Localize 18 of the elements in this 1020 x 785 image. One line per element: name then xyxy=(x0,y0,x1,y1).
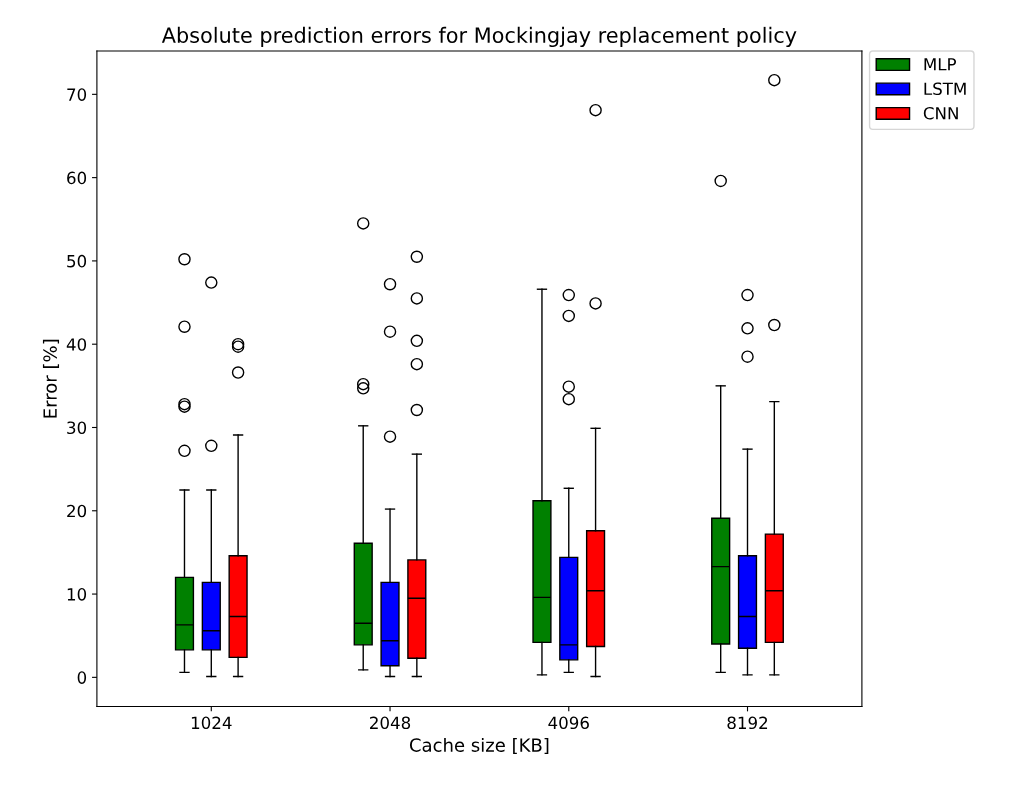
legend-label: CNN xyxy=(923,106,958,120)
x-tick-label: 2048 xyxy=(370,716,411,730)
y-tick-label: 10 xyxy=(67,588,87,601)
chart-title: Absolute prediction errors for Mockingjay replacement policy xyxy=(161,26,797,48)
y-tick-label: 50 xyxy=(67,254,87,268)
y-tick-label: 20 xyxy=(67,504,87,518)
y-tick-label: 60 xyxy=(67,171,87,185)
x-tick-label: 1024 xyxy=(191,716,232,730)
x-tick-label: 4096 xyxy=(548,716,589,730)
y-tick-label: 40 xyxy=(66,338,87,351)
legend-label: LSTM xyxy=(924,82,966,96)
y-tick-label: 0 xyxy=(77,671,87,684)
x-axis-title: Cache size [KB] xyxy=(409,737,549,755)
legend-label: MLP xyxy=(924,58,957,71)
y-axis-title: Error [%] xyxy=(42,339,60,418)
x-tick-label: 8192 xyxy=(727,716,768,730)
y-tick-label: 30 xyxy=(67,421,87,435)
y-tick-label: 70 xyxy=(67,88,87,101)
